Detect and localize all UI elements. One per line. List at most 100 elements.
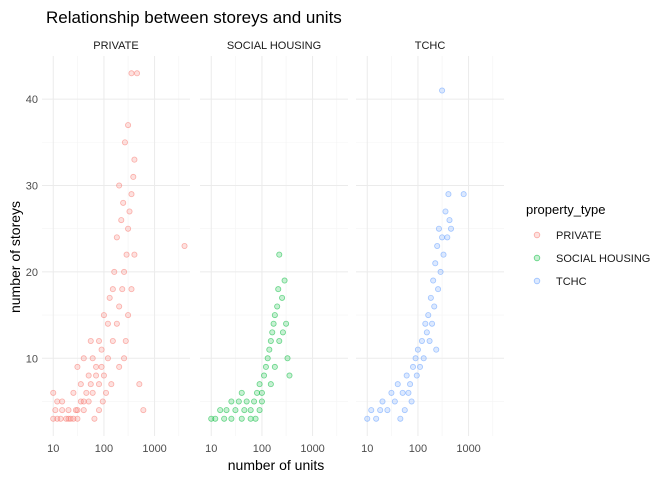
data-point bbox=[262, 363, 269, 370]
data-point bbox=[271, 312, 278, 319]
data-point bbox=[271, 363, 278, 370]
data-point bbox=[442, 208, 449, 215]
data-point bbox=[251, 398, 258, 405]
data-point bbox=[74, 363, 81, 370]
facet-social-housing: SOCIAL HOUSING 10 100 1000 bbox=[200, 40, 348, 455]
legend-key bbox=[533, 277, 541, 285]
data-point bbox=[267, 381, 274, 388]
data-point bbox=[119, 286, 126, 293]
x-tick-label: 1000 bbox=[142, 443, 166, 455]
data-point bbox=[89, 389, 96, 396]
x-tick-label: 1000 bbox=[300, 443, 324, 455]
y-tick-label: 40 bbox=[26, 94, 38, 106]
legend-label: PRIVATE bbox=[556, 230, 601, 242]
data-point bbox=[444, 234, 451, 241]
y-axis-title: number of storeys bbox=[7, 201, 23, 313]
data-point bbox=[286, 372, 293, 379]
data-point bbox=[131, 251, 138, 258]
data-point bbox=[435, 286, 442, 293]
data-point bbox=[80, 355, 87, 362]
data-point bbox=[100, 312, 107, 319]
data-point bbox=[418, 337, 425, 344]
data-point bbox=[50, 415, 57, 422]
data-point bbox=[281, 277, 288, 284]
data-point bbox=[65, 407, 72, 414]
data-point bbox=[104, 355, 111, 362]
data-point bbox=[434, 242, 441, 249]
data-point bbox=[109, 286, 116, 293]
data-point bbox=[217, 407, 224, 414]
x-tick-label: 100 bbox=[253, 443, 271, 455]
data-point bbox=[439, 234, 446, 241]
data-point bbox=[128, 191, 135, 198]
data-point bbox=[89, 355, 96, 362]
x-tick-label: 100 bbox=[409, 443, 427, 455]
data-point bbox=[430, 277, 437, 284]
data-point bbox=[247, 407, 254, 414]
data-point bbox=[120, 199, 127, 206]
data-point bbox=[123, 251, 130, 258]
data-point bbox=[235, 398, 242, 405]
data-point bbox=[241, 407, 248, 414]
data-point bbox=[181, 242, 188, 249]
data-point bbox=[261, 372, 268, 379]
x-tick-label: 10 bbox=[47, 443, 59, 455]
data-point bbox=[440, 251, 447, 258]
data-point bbox=[128, 286, 135, 293]
legend-label: TCHC bbox=[556, 276, 587, 288]
data-point bbox=[111, 268, 118, 275]
data-point bbox=[435, 225, 442, 232]
y-axis: 10 20 30 40 bbox=[26, 94, 38, 365]
data-point bbox=[91, 415, 98, 422]
data-point bbox=[70, 389, 77, 396]
data-point bbox=[106, 294, 113, 301]
data-point bbox=[397, 415, 404, 422]
facet-strip-label: PRIVATE bbox=[93, 40, 138, 52]
x-tick-label: 10 bbox=[361, 443, 373, 455]
data-point bbox=[412, 355, 419, 362]
data-point bbox=[283, 320, 290, 327]
data-point bbox=[96, 407, 103, 414]
data-point bbox=[93, 363, 100, 370]
data-point bbox=[116, 363, 123, 370]
data-point bbox=[379, 398, 386, 405]
x-tick-label: 1000 bbox=[456, 443, 480, 455]
data-point bbox=[130, 173, 137, 180]
data-point bbox=[98, 363, 105, 370]
data-point bbox=[410, 363, 417, 370]
y-tick-label: 30 bbox=[26, 181, 38, 193]
data-point bbox=[254, 389, 261, 396]
data-point bbox=[420, 355, 427, 362]
y-tick-label: 10 bbox=[26, 353, 38, 365]
facet-strip-label: SOCIAL HOUSING bbox=[227, 40, 321, 52]
facet-tchc: TCHC 10 100 1000 bbox=[356, 40, 504, 455]
data-point bbox=[446, 217, 453, 224]
data-point bbox=[417, 363, 424, 370]
data-point bbox=[279, 294, 286, 301]
data-point bbox=[258, 389, 265, 396]
data-point bbox=[118, 217, 125, 224]
data-point bbox=[100, 372, 107, 379]
data-point bbox=[377, 407, 384, 414]
data-point bbox=[373, 415, 380, 422]
data-point bbox=[83, 389, 90, 396]
data-point bbox=[284, 355, 291, 362]
data-point bbox=[125, 122, 132, 129]
data-point bbox=[407, 381, 414, 388]
data-point bbox=[276, 251, 283, 258]
data-point bbox=[87, 381, 94, 388]
y-tick-label: 20 bbox=[26, 267, 38, 279]
data-point bbox=[121, 355, 128, 362]
data-point bbox=[134, 70, 141, 77]
data-point bbox=[448, 225, 455, 232]
data-point bbox=[50, 389, 57, 396]
data-point bbox=[109, 337, 116, 344]
data-point bbox=[96, 381, 103, 388]
data-point bbox=[264, 355, 271, 362]
data-point bbox=[121, 268, 128, 275]
data-point bbox=[439, 87, 446, 94]
data-point bbox=[252, 415, 259, 422]
data-point bbox=[364, 415, 371, 422]
